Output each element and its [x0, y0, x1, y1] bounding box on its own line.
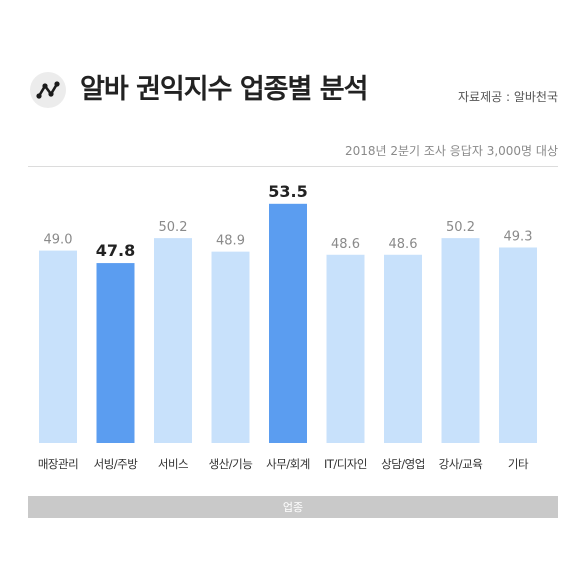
value-label-3: 50.2 [159, 220, 188, 235]
value-label-2: 47.8 [96, 241, 135, 260]
bar-1 [39, 250, 77, 443]
category-label-6: IT/디자인 [324, 457, 367, 471]
bar-4 [211, 251, 250, 443]
value-label-5: 53.5 [268, 182, 307, 201]
bar-7 [384, 254, 422, 443]
chart-title: 알바 권익지수 업종별 분석 [80, 74, 368, 105]
header-divider [28, 166, 558, 167]
category-label-1: 매장관리 [38, 457, 78, 471]
trend-line-icon [30, 72, 66, 108]
category-label-8: 강사/교육 [439, 457, 483, 471]
category-label-2: 서빙/주방 [94, 457, 139, 471]
category-label-4: 생산/기능 [209, 457, 253, 471]
bar-2 [96, 263, 135, 443]
bar-5 [269, 203, 307, 443]
value-label-9: 49.3 [504, 229, 533, 244]
bar-9 [499, 247, 537, 443]
category-label-9: 기타 [508, 457, 529, 471]
value-label-1: 49.0 [44, 233, 73, 248]
category-label-7: 상담/영업 [381, 457, 425, 471]
value-label-7: 48.6 [389, 237, 418, 252]
bar-6 [326, 254, 365, 443]
source-note: 자료제공 : 알바천국 [458, 90, 558, 104]
x-axis-band: 업종 [28, 496, 558, 518]
bar-8 [441, 238, 480, 443]
value-label-6: 48.6 [331, 237, 360, 252]
value-label-8: 50.2 [446, 220, 475, 235]
category-label-3: 서비스 [158, 457, 188, 471]
category-label-5: 사무/회계 [266, 457, 310, 471]
value-label-4: 48.9 [216, 234, 245, 249]
bar-3 [154, 238, 192, 443]
chart-subtitle: 2018년 2분기 조사 응답자 3,000명 대상 [344, 144, 558, 158]
x-axis-label: 업종 [282, 501, 304, 514]
